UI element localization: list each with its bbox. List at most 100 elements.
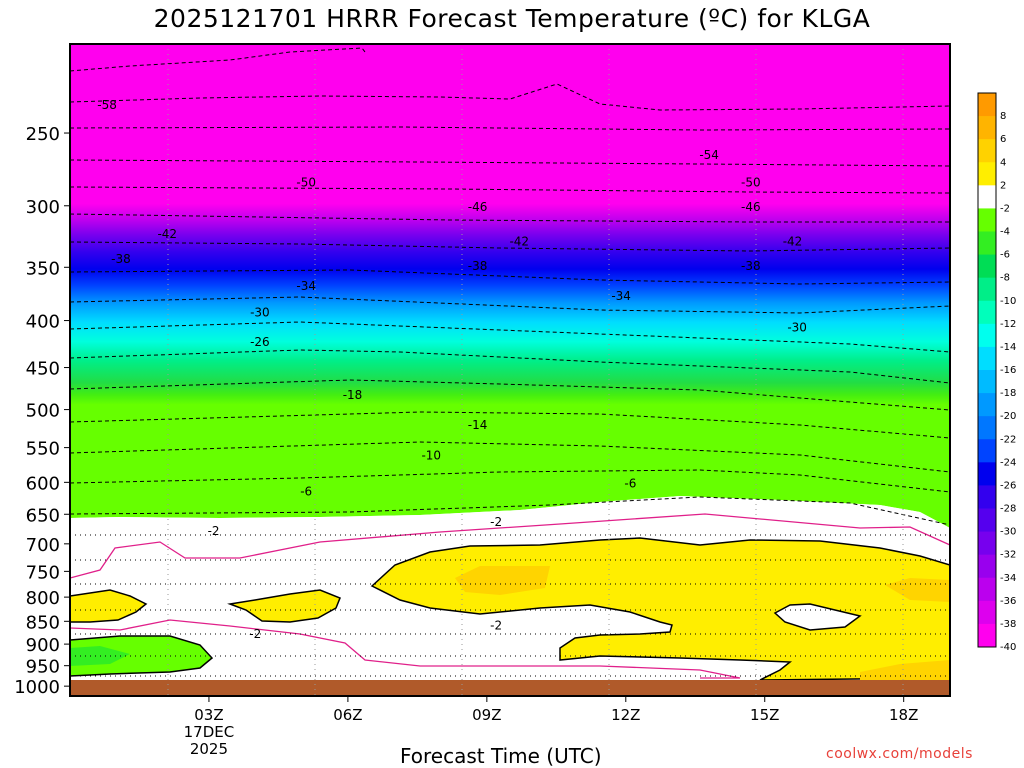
colorbar-label: -26: [1000, 480, 1016, 491]
plot-frame: [69, 43, 951, 697]
colorbar: 8 6 4 2 -2 -4 -6 -8 -10 -12 -14 -16 -18 -20 -22 -24 -26 -…: [977, 92, 1016, 653]
contour-label: -26: [250, 335, 270, 349]
colorbar-label: -2: [1000, 203, 1010, 214]
y-tick-label: 1000: [14, 677, 60, 698]
contour-label: -34: [611, 289, 631, 303]
colorbar-swatch: [978, 600, 996, 625]
contour-label: -38: [468, 259, 488, 273]
x-tick-label: 12Z: [611, 706, 640, 724]
colorbar-swatch: [978, 393, 996, 417]
y-tick-label: 600: [26, 473, 60, 494]
contour-label: -38: [111, 252, 131, 266]
colorbar-label: -4: [1000, 227, 1010, 238]
colorbar-swatch: [978, 462, 996, 486]
y-tick-label: 450: [26, 359, 60, 380]
contour-label: -30: [787, 320, 807, 334]
colorbar-label: 8: [1000, 111, 1006, 122]
grid-lines: [70, 44, 950, 696]
colorbar-swatch: [978, 277, 996, 302]
contour-label: -58: [97, 98, 117, 112]
colorbar-label: -24: [1000, 457, 1016, 468]
colorbar-swatch: [978, 139, 996, 163]
colorbar-swatch: [978, 162, 996, 186]
contour-label: -2: [490, 619, 502, 633]
colorbar-swatch: [978, 208, 996, 232]
y-tick-label: 850: [26, 612, 60, 633]
colorbar-label: -16: [1000, 365, 1016, 376]
colorbar-swatch: [978, 346, 996, 371]
credit-link[interactable]: coolwx.com/models: [826, 746, 973, 762]
x-tick-label: 09Z: [472, 706, 501, 724]
colorbar-swatch: [978, 185, 996, 209]
colorbar-label: -34: [1000, 573, 1016, 584]
colorbar-label: -8: [1000, 273, 1010, 284]
colorbar-swatch: [978, 577, 996, 602]
y-tick-label: 350: [26, 258, 60, 279]
colorbar-swatch: [978, 231, 996, 256]
white-pocket: [773, 603, 862, 631]
contour-label: -50: [741, 176, 761, 190]
y-tick-label: 400: [26, 312, 60, 333]
colorbar-swatch: [978, 623, 996, 648]
colorbar-swatch: [978, 116, 996, 140]
warm-patch: [885, 578, 950, 602]
colorbar-label: 2: [1000, 180, 1006, 191]
y-tick-label: 950: [26, 657, 60, 678]
contour-label: -42: [157, 227, 177, 241]
colorbar-label: -38: [1000, 619, 1016, 630]
isotherm-lines: [70, 47, 950, 526]
x-tick-label: 03Z: [194, 706, 223, 724]
colorbar-label: -12: [1000, 319, 1016, 330]
ground-band: [70, 680, 950, 696]
colorbar-swatch: [978, 416, 996, 440]
colorbar-label: -10: [1000, 296, 1016, 307]
colorbar-label: -22: [1000, 434, 1016, 445]
colorbar-swatch: [978, 485, 996, 509]
colorbar-label: -6: [1000, 250, 1010, 261]
above-freezing-region: [227, 589, 341, 623]
freezing-line: [70, 513, 950, 679]
contour-label: -54: [699, 148, 719, 162]
colorbar-label: -30: [1000, 527, 1016, 538]
y-tick-label: 550: [26, 439, 60, 460]
x-axis-label: Forecast Time (UTC): [400, 744, 602, 768]
colorbar-swatch: [978, 439, 996, 463]
colorbar-swatch: [978, 554, 996, 579]
contour-label: -46: [741, 200, 761, 214]
colorbar-label: -36: [1000, 596, 1016, 607]
warm-patch: [455, 566, 550, 595]
colorbar-label: -18: [1000, 388, 1016, 399]
colorbar-label: -28: [1000, 504, 1016, 515]
y-tick-label: 700: [26, 535, 60, 556]
date-label-day: 17DEC: [184, 723, 235, 741]
colorbar-swatch: [978, 370, 996, 394]
contour-label: -46: [468, 200, 488, 214]
y-tick-label: 900: [26, 635, 60, 656]
colorbar-swatch: [978, 254, 996, 279]
contour-labels: -58 -54 -50 -50 -46 -46 -42 -42 -42 -38 -38 -38 -34 -…: [97, 98, 807, 641]
y-axis: 2503003504004505005506006507007508008509…: [14, 124, 70, 698]
contour-label: -30: [250, 305, 270, 319]
contour-label: -14: [468, 418, 488, 432]
contour-label: -6: [300, 485, 312, 499]
y-tick-label: 500: [26, 401, 60, 422]
y-tick-label: 800: [26, 588, 60, 609]
y-tick-label: 300: [26, 197, 60, 218]
x-tick-label: 18Z: [889, 706, 918, 724]
above-freezing-region: [70, 589, 148, 623]
contour-label: -42: [509, 234, 529, 248]
temperature-field: [70, 44, 950, 696]
x-tick-label: 06Z: [333, 706, 362, 724]
contour-label: -42: [783, 234, 803, 248]
contour-label: -2: [249, 627, 261, 641]
colorbar-label: 4: [1000, 157, 1006, 168]
warm-patch: [860, 660, 950, 680]
y-tick-label: 750: [26, 562, 60, 583]
y-tick-label: 250: [26, 124, 60, 145]
contour-label: -6: [624, 477, 636, 491]
colorbar-label: -40: [1000, 642, 1016, 653]
colorbar-swatch: [978, 508, 996, 533]
contour-label: -10: [421, 449, 441, 463]
